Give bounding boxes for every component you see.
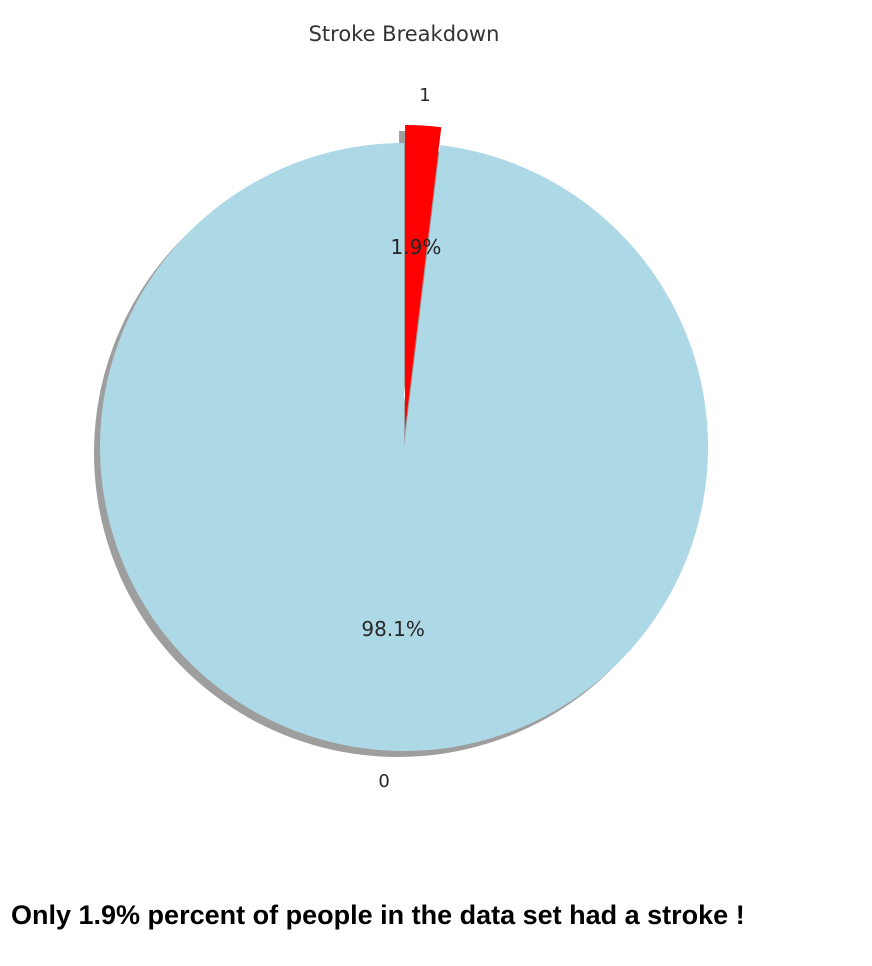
pie-slices (99, 125, 709, 752)
pie-slice-0 (99, 143, 709, 752)
summary-caption: Only 1.9% percent of people in the data … (11, 900, 745, 930)
pie-chart: Stroke Breakdown 0 98.1% 1 1.9% (94, 22, 709, 792)
slice-label-1: 1 (419, 85, 430, 106)
pie-labels: 0 98.1% 1 1.9% (361, 85, 441, 792)
pie-slice-1 (405, 125, 442, 430)
chart-title: Stroke Breakdown (309, 22, 500, 46)
slice-pct-label-0: 98.1% (361, 617, 425, 641)
slice-pct-label-1: 1.9% (391, 235, 442, 259)
slice-label-0: 0 (378, 771, 389, 792)
